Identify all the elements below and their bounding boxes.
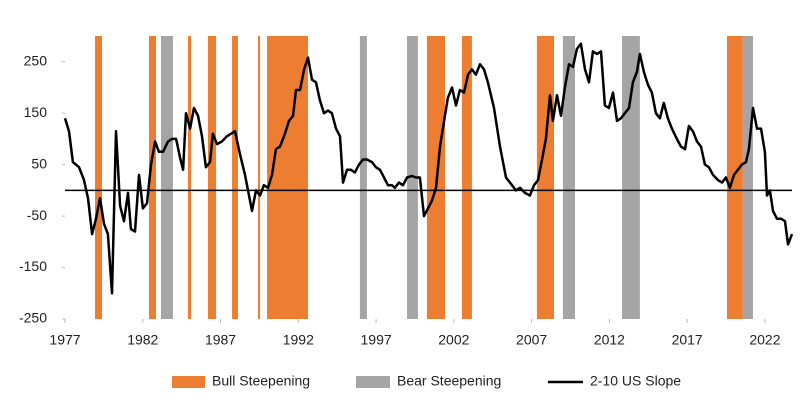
legend-label: 2-10 US Slope	[590, 373, 681, 389]
x-tick-label: 1977	[49, 332, 80, 348]
region-band	[148, 36, 156, 319]
y-tick-label: 50	[31, 155, 47, 171]
region-band	[359, 36, 367, 319]
y-tick-label: 150	[24, 104, 48, 120]
region-band	[95, 36, 103, 319]
y-tick-label: -50	[27, 207, 47, 223]
x-tick-label: 1992	[283, 332, 314, 348]
region-band	[207, 36, 217, 319]
x-tick-label: 2007	[516, 332, 547, 348]
y-tick-label: -250	[19, 310, 47, 326]
region-band	[461, 36, 472, 319]
x-tick-label: 2022	[749, 332, 780, 348]
legend-label: Bull Steepening	[212, 373, 310, 389]
slope-line	[63, 42, 794, 295]
y-tick-label: -150	[19, 258, 47, 274]
x-tick-label: 2017	[672, 332, 703, 348]
legend-swatch	[356, 376, 390, 388]
legend-swatch	[172, 376, 205, 388]
x-tick-label: 1987	[205, 332, 236, 348]
region-band	[188, 36, 191, 319]
y-tick-label: 250	[24, 52, 48, 68]
region-band	[726, 36, 743, 319]
x-tick-label: 1997	[361, 332, 392, 348]
region-band	[562, 36, 576, 319]
x-tick-label: 2002	[438, 332, 469, 348]
region-band	[232, 36, 238, 319]
x-tick-label: 2012	[594, 332, 625, 348]
region-band	[258, 36, 261, 319]
legend-label: Bear Steepening	[397, 373, 501, 389]
region-band	[160, 36, 173, 319]
x-tick-label: 1982	[127, 332, 158, 348]
region-band	[742, 36, 753, 319]
region-band	[621, 36, 640, 319]
